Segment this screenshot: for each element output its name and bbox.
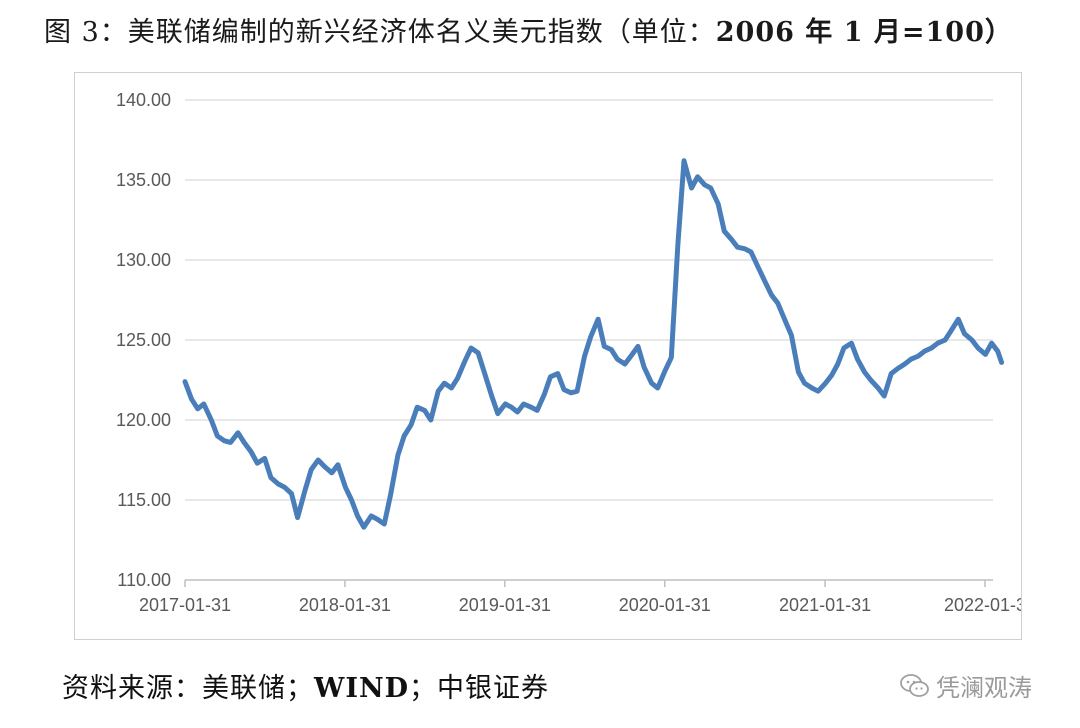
- x-tick-label: 2017-01-31: [139, 595, 231, 615]
- source-prefix: 资料来源：美联储；: [62, 673, 314, 704]
- figure-title: 图 3：美联储编制的新兴经济体名义美元指数（单位：2006 年 1 月=100）: [44, 10, 1013, 49]
- y-tick-label: 135.00: [116, 170, 171, 190]
- x-tick-label: 2022-01-3: [944, 595, 1021, 615]
- y-tick-label: 130.00: [116, 250, 171, 270]
- watermark: 凭澜观涛: [900, 668, 1032, 703]
- figure-title-text: 图 3：美联储编制的新兴经济体名义美元指数（单位：: [44, 17, 716, 48]
- y-tick-label: 120.00: [116, 410, 171, 430]
- y-tick-label: 110.00: [117, 570, 171, 590]
- source-suffix: ；中银证券: [409, 673, 550, 704]
- watermark-text: 凭澜观涛: [936, 674, 1032, 702]
- figure-title-unit: 2006 年 1 月=100）: [715, 17, 1013, 48]
- x-tick-label: 2019-01-31: [459, 595, 551, 615]
- line-chart: 110.00 115.00 120.00 125.00 130.00 135.00 140.…: [116, 90, 1021, 615]
- y-tick-label: 125.00: [116, 330, 171, 350]
- source-wind: WIND: [314, 673, 410, 704]
- y-tick-label: 115.00: [117, 490, 171, 510]
- y-tick-label: 140.00: [116, 90, 171, 110]
- x-tick-label: 2018-01-31: [299, 595, 391, 615]
- x-tick-label: 2020-01-31: [619, 595, 711, 615]
- wechat-icon: [900, 673, 930, 699]
- series-line: [182, 158, 1005, 530]
- x-tick-label: 2021-01-31: [779, 595, 871, 615]
- chart-area: 110.00 115.00 120.00 125.00 130.00 135.00 140.…: [74, 72, 1022, 640]
- source-note: 资料来源：美联储；WIND；中银证券: [62, 666, 549, 705]
